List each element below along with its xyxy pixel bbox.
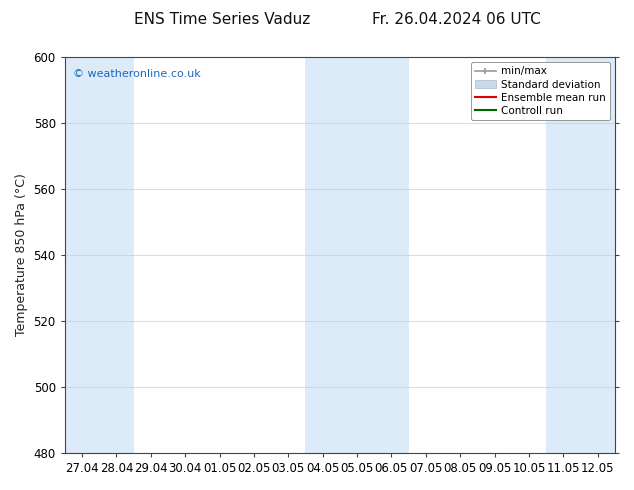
Bar bbox=[306, 57, 408, 453]
Text: Fr. 26.04.2024 06 UTC: Fr. 26.04.2024 06 UTC bbox=[372, 12, 541, 27]
Text: ENS Time Series Vaduz: ENS Time Series Vaduz bbox=[134, 12, 310, 27]
Bar bbox=[65, 57, 134, 453]
Legend: min/max, Standard deviation, Ensemble mean run, Controll run: min/max, Standard deviation, Ensemble me… bbox=[470, 62, 610, 120]
Y-axis label: Temperature 850 hPa (°C): Temperature 850 hPa (°C) bbox=[15, 173, 28, 337]
Text: © weatheronline.co.uk: © weatheronline.co.uk bbox=[73, 69, 201, 79]
Bar bbox=[546, 57, 615, 453]
